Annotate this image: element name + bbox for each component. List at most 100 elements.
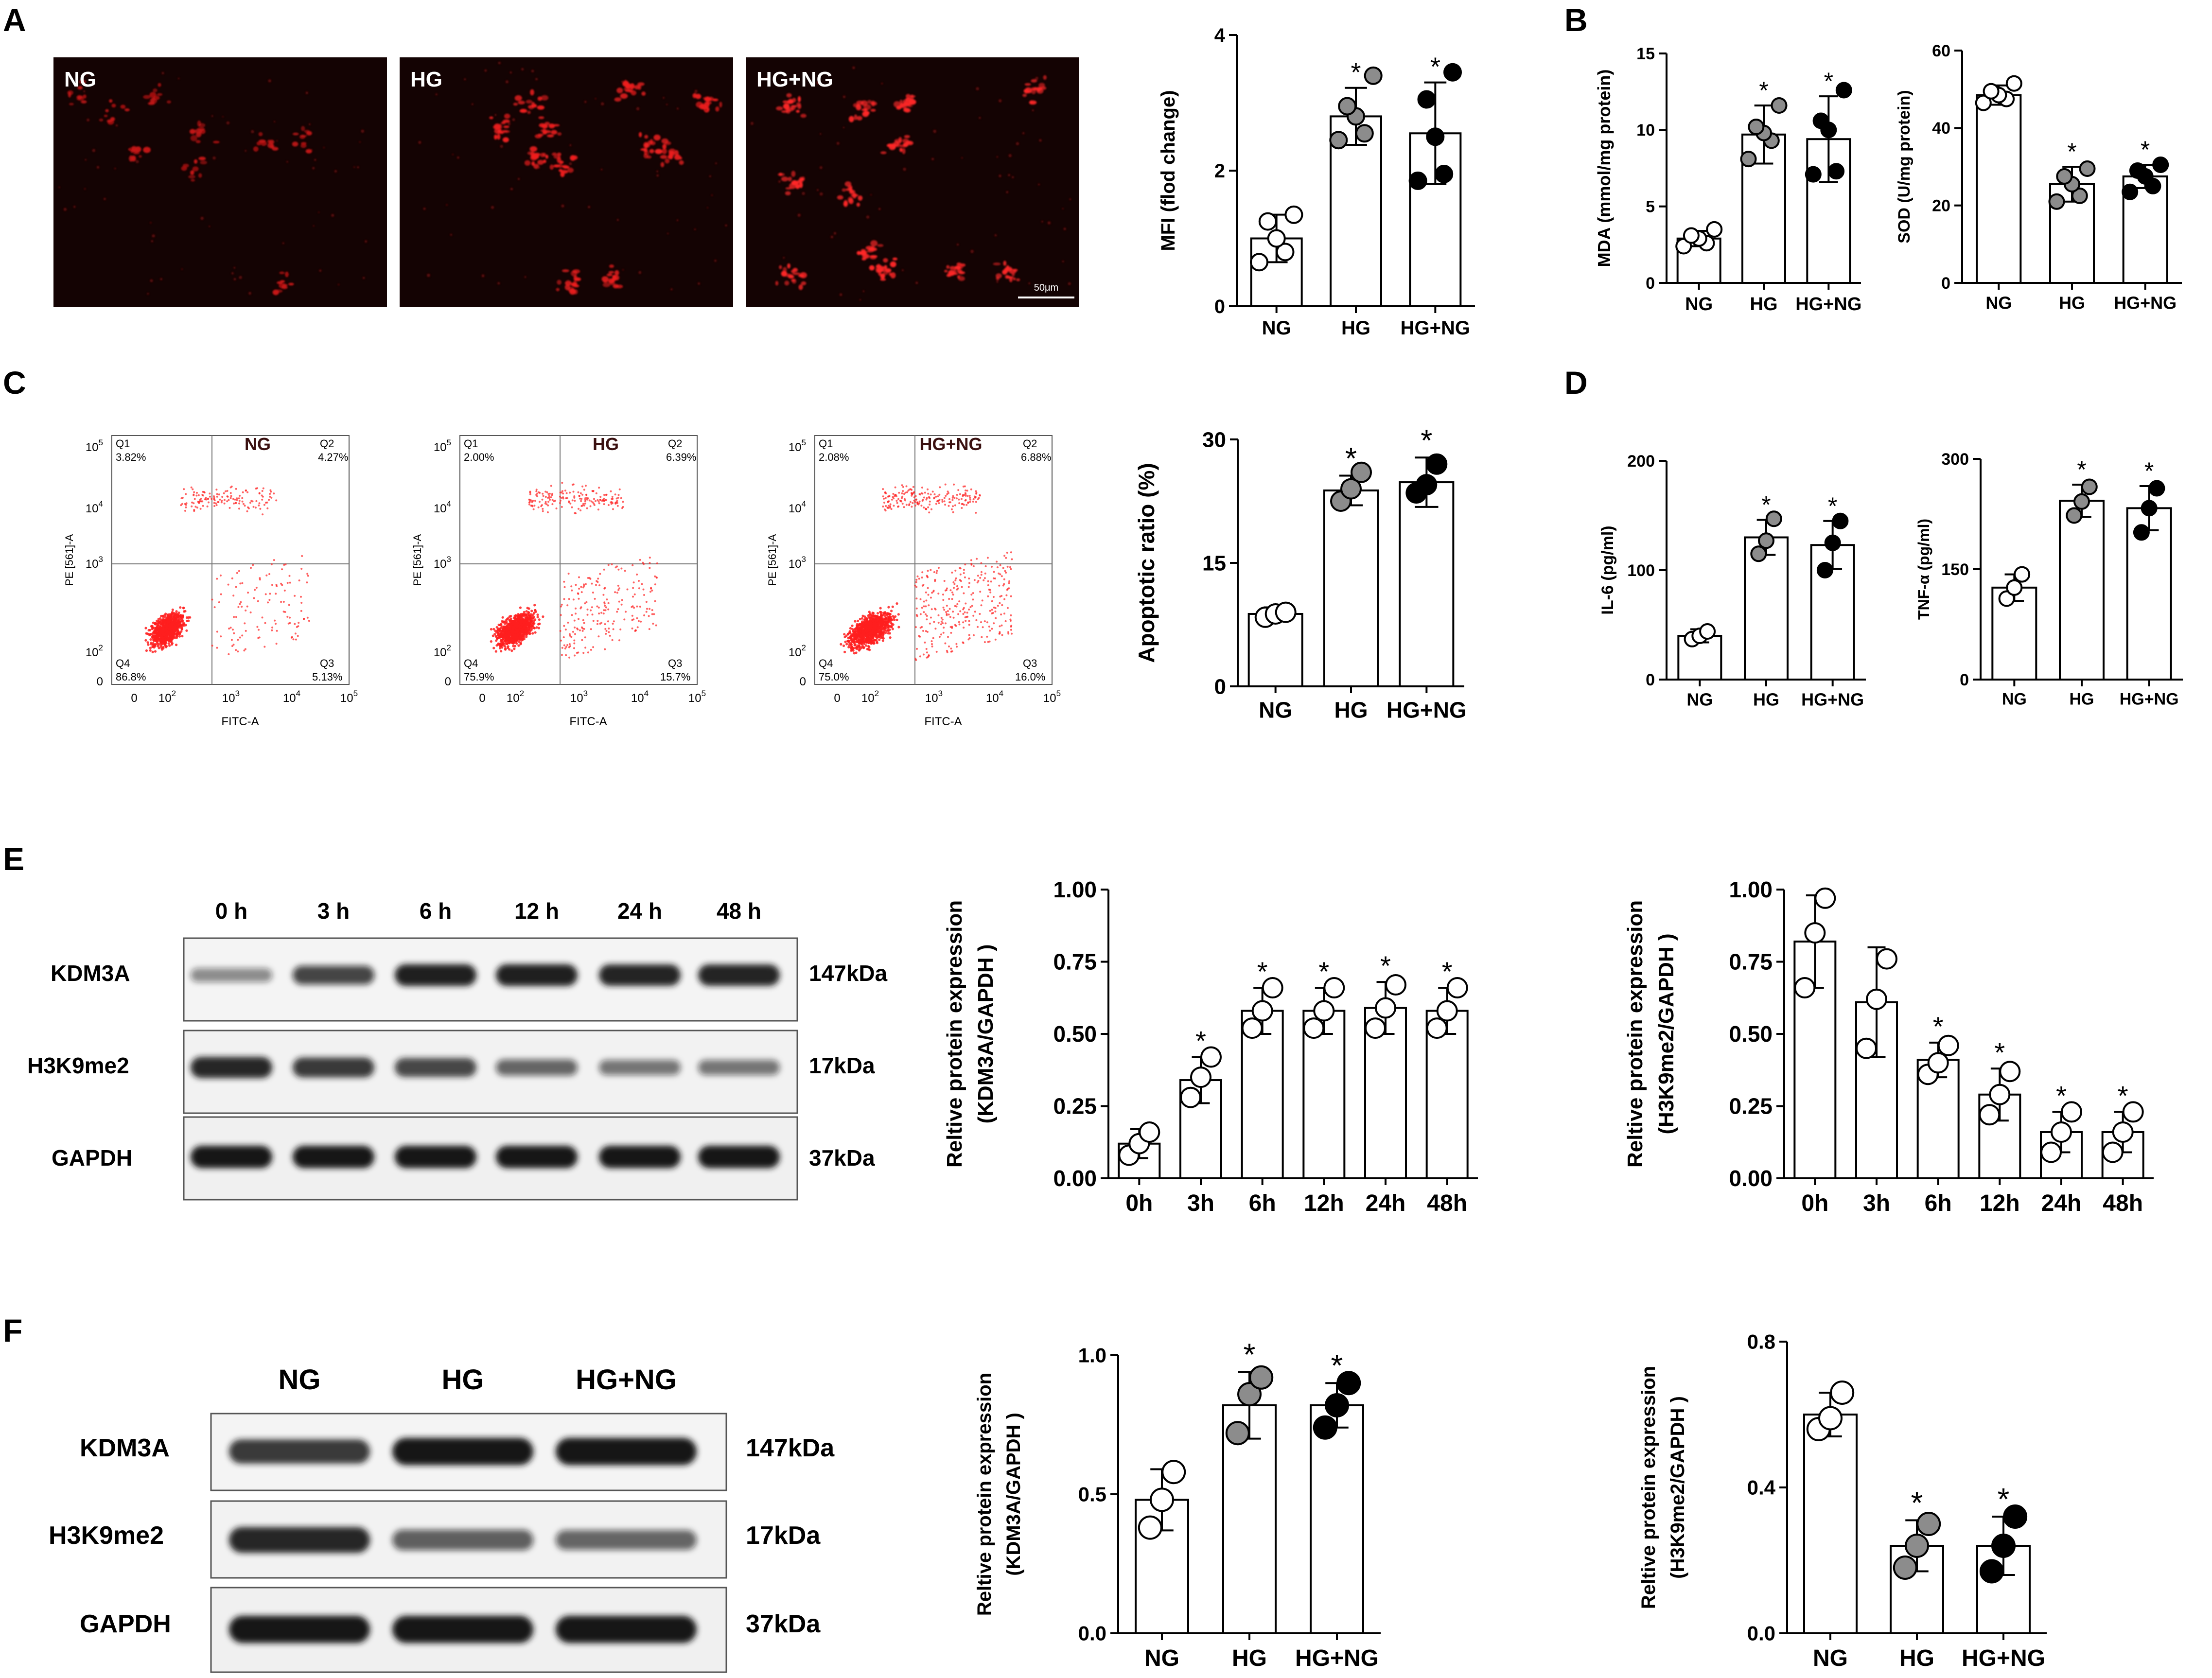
tick-exponent: 3	[802, 555, 806, 564]
event-dot	[499, 644, 502, 647]
event-dot	[861, 635, 864, 638]
event-dot	[991, 609, 993, 611]
event-dot	[591, 490, 594, 492]
event-dot	[878, 625, 880, 629]
cell	[150, 222, 152, 224]
event-dot	[238, 507, 240, 510]
data-point	[1329, 131, 1348, 150]
event-dot	[912, 486, 914, 488]
bar	[1247, 612, 1303, 688]
event-dot	[183, 488, 185, 490]
event-dot	[935, 572, 938, 574]
event-dot	[886, 507, 889, 509]
event-dot	[840, 643, 843, 646]
event-dot	[1009, 566, 1011, 568]
event-dot	[887, 505, 890, 507]
event-dot	[588, 577, 591, 579]
cell	[896, 106, 901, 110]
cell	[83, 90, 86, 93]
cell	[711, 194, 713, 196]
event-dot	[920, 505, 923, 507]
cell	[786, 93, 792, 98]
event-dot	[889, 636, 892, 639]
cell	[1043, 75, 1047, 80]
event-dot	[500, 650, 503, 653]
cell	[161, 71, 164, 74]
event-dot	[651, 609, 653, 612]
cell	[820, 133, 822, 135]
event-dot	[975, 492, 978, 495]
cell	[96, 166, 100, 169]
cell	[636, 107, 640, 111]
event-dot	[882, 631, 885, 634]
event-dot	[932, 637, 934, 639]
y-tick-label: 104	[789, 499, 806, 515]
event-dot	[849, 634, 852, 637]
cell	[181, 268, 183, 270]
event-dot	[586, 613, 589, 616]
micrograph-background	[400, 57, 733, 307]
cell	[193, 159, 198, 164]
event-dot	[216, 630, 218, 633]
cell	[620, 93, 628, 99]
event-dot	[953, 587, 955, 589]
quadrant-value: 15.7%	[660, 671, 690, 683]
event-dot	[264, 622, 266, 624]
event-dot	[578, 618, 579, 620]
event-dot	[943, 580, 946, 582]
event-dot	[515, 615, 518, 618]
event-dot	[885, 621, 888, 625]
event-dot	[989, 589, 991, 591]
event-dot	[223, 492, 225, 494]
event-dot	[987, 641, 989, 643]
event-dot	[218, 493, 220, 496]
x-tick-label: NG	[1985, 293, 2012, 313]
cell	[603, 280, 608, 283]
cell	[502, 137, 509, 142]
cell	[181, 166, 187, 171]
cell	[557, 152, 562, 157]
event-dot	[605, 499, 608, 501]
cell	[854, 114, 858, 120]
cell	[200, 160, 208, 165]
data-point	[2129, 162, 2146, 179]
event-dot	[180, 627, 183, 630]
event-dot	[504, 645, 507, 648]
event-dot	[646, 608, 648, 610]
event-dot	[1006, 552, 1008, 554]
tick-exponent: 5	[353, 689, 358, 698]
event-dot	[283, 589, 286, 592]
lane-label: NG	[279, 1364, 321, 1396]
cell	[880, 266, 887, 272]
event-dot	[847, 639, 850, 642]
cell	[799, 177, 805, 181]
event-dot	[577, 491, 579, 493]
event-dot	[901, 484, 903, 487]
event-dot	[528, 621, 531, 624]
event-dot	[551, 492, 554, 495]
event-dot	[865, 621, 868, 624]
event-dot	[525, 631, 528, 634]
data-point	[1250, 253, 1268, 272]
event-dot	[850, 649, 853, 652]
cell	[152, 234, 155, 238]
event-dot	[937, 495, 939, 498]
cell	[450, 233, 453, 236]
cell	[1062, 208, 1064, 210]
event-dot	[161, 632, 164, 635]
event-dot	[599, 573, 601, 575]
event-dot	[863, 618, 866, 621]
event-dot	[951, 571, 953, 574]
cell	[531, 161, 535, 166]
event-dot	[898, 491, 900, 494]
cell	[819, 166, 823, 169]
cell	[1012, 273, 1015, 277]
y-tick-label: 60	[1932, 42, 1950, 60]
cell	[233, 278, 236, 280]
tick-exponent: 4	[999, 689, 1003, 698]
event-dot	[890, 618, 893, 621]
y-tick-label: 0	[1646, 274, 1655, 293]
event-dot	[648, 628, 650, 630]
event-dot	[577, 593, 579, 595]
